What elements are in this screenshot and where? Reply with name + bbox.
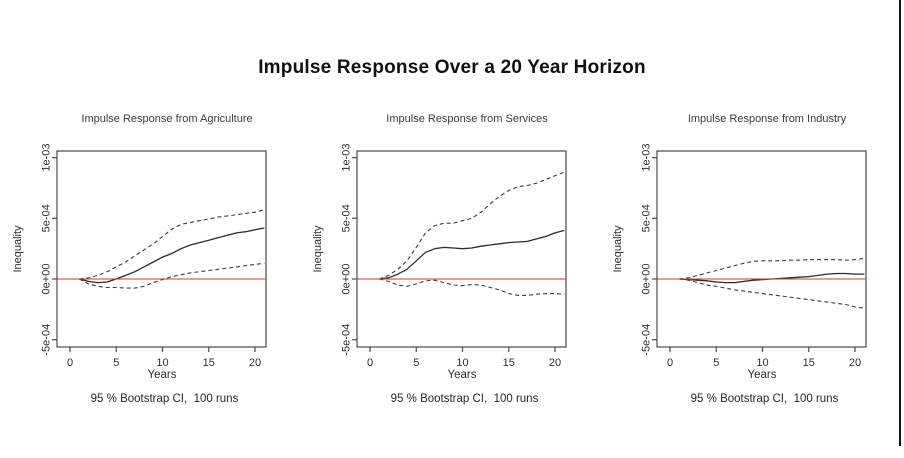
x-tick-label: 10 [456,357,468,369]
impulse-response-line [79,227,265,284]
ci-caption: 95 % Bootstrap CI, 100 runs [690,393,839,405]
x-tick-label: 15 [803,357,815,369]
y-tick-label: 5e-04 [41,204,53,232]
x-tick-label: 15 [203,357,215,369]
y-tick-label: 5e-04 [341,204,353,232]
x-tick-label: 0 [667,357,673,369]
y-tick-label: 0e+00 [341,264,353,295]
ci-caption: 95 % Bootstrap CI, 100 runs [390,393,539,405]
chart-canvas: 0 5 10 15 20 -5e-04 0e+00 5e-04 1e-03 [341,144,567,369]
impulse-response-line [679,272,865,284]
ci-caption: 95 % Bootstrap CI, 100 runs [90,393,239,405]
y-tick-label: 1e-03 [341,144,353,172]
x-tick-label: 10 [156,357,168,369]
subplot-title: Impulse Response from Services [386,113,548,125]
lower-ci-line [379,278,565,296]
plot-box [356,150,567,348]
y-tick-label: 0e+00 [641,264,653,295]
lower-ci-line [679,278,865,309]
x-tick-label: 5 [713,357,719,369]
x-tick-label: 10 [756,357,768,369]
window-edge-line [899,0,901,446]
y-tick-label: 5e-04 [641,204,653,232]
chart-canvas: 0 5 10 15 20 -5e-04 0e+00 5e-04 1e-03 [41,144,267,369]
x-tick-label: 20 [549,357,561,369]
upper-ci-line [379,171,565,280]
x-tick-label: 5 [113,357,119,369]
y-tick-label: 1e-03 [641,144,653,172]
subplot-row: Impulse Response from Agriculture Inequa… [2,105,902,415]
x-tick-label: 5 [413,357,419,369]
x-axis-label: Years [147,369,177,381]
y-tick-label: 0e+00 [41,264,53,295]
chart-canvas: 0 5 10 15 20 -5e-04 0e+00 5e-04 1e-03 [641,144,867,369]
subplot-title: Impulse Response from Agriculture [81,113,253,125]
upper-ci-line [79,209,265,280]
plot-box [56,150,267,348]
upper-ci-line [679,257,865,280]
x-tick-label: 20 [849,357,861,369]
subplot-services: Impulse Response from Services Inequalit… [302,105,602,415]
subplot-title: Impulse Response from Industry [687,113,847,125]
x-axis-label: Years [447,369,477,381]
y-tick-label: -5e-04 [341,324,353,356]
subplot-agriculture: Impulse Response from Agriculture Inequa… [2,105,302,415]
x-tick-label: 0 [367,357,373,369]
x-axis-label: Years [747,369,777,381]
x-tick-label: 15 [503,357,515,369]
lower-ci-line [79,262,265,289]
x-tick-label: 20 [249,357,261,369]
y-tick-label: 1e-03 [41,144,53,172]
impulse-response-line [379,229,565,280]
subplot-industry: Impulse Response from Industry Inequalit… [602,105,902,415]
y-tick-label: -5e-04 [41,324,53,356]
x-tick-label: 0 [67,357,73,369]
figure-title: Impulse Response Over a 20 Year Horizon [258,57,646,78]
plot-box [656,150,867,348]
y-tick-label: -5e-04 [641,324,653,356]
